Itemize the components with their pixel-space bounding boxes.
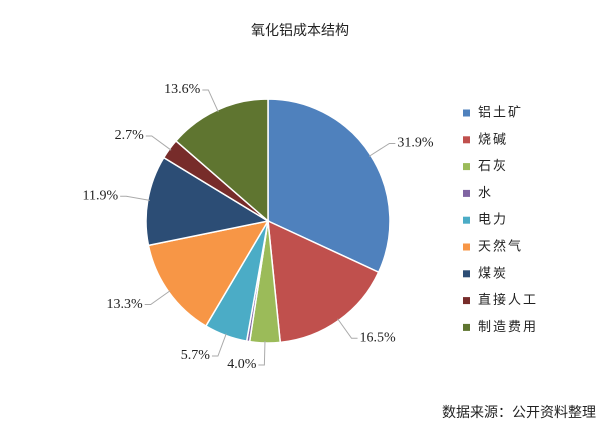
leader-line (337, 318, 358, 339)
legend-label: 天然气 (478, 239, 523, 255)
legend-swatch (463, 243, 470, 251)
data-label: 13.6% (164, 82, 201, 97)
legend-label: 制造费用 (478, 320, 538, 335)
data-label: 13.3% (107, 297, 144, 312)
legend-label: 直接人工 (478, 292, 538, 308)
leader-line (368, 142, 396, 157)
legend-label: 煤炭 (478, 266, 508, 281)
legend-swatch (463, 163, 470, 171)
legend-label: 烧碱 (478, 132, 508, 147)
data-label: 16.5% (360, 331, 397, 346)
leader-line (145, 135, 172, 151)
legend-swatch (463, 216, 470, 224)
data-label: 4.0% (227, 357, 257, 372)
source-note: 数据来源：公开资料整理 (442, 405, 596, 421)
data-label: 31.9% (397, 136, 434, 151)
legend-label: 水 (478, 186, 493, 201)
legend-label: 电力 (478, 213, 508, 228)
leader-line (144, 290, 171, 306)
chart-title: 氧化铝成本结构 (251, 23, 349, 39)
leader-line (202, 89, 219, 112)
data-label: 5.7% (181, 348, 211, 363)
legend-swatch (463, 189, 470, 197)
leader-line (120, 195, 150, 201)
legend-swatch (463, 297, 470, 305)
leader-line (211, 333, 227, 357)
data-label: 2.7% (115, 128, 145, 143)
legend-swatch (463, 323, 470, 331)
leader-line (258, 340, 266, 366)
legend-swatch (463, 136, 470, 144)
legend-label: 铝土矿 (478, 106, 523, 121)
legend-swatch (463, 270, 470, 278)
legend-label: 石灰 (478, 159, 508, 174)
legend-swatch (463, 109, 470, 117)
data-label: 11.9% (82, 188, 118, 203)
